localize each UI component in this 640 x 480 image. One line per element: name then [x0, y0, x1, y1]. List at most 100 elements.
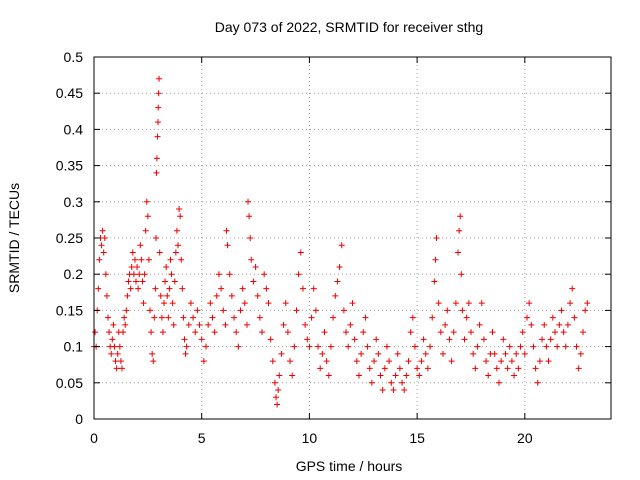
data-point [429, 314, 436, 321]
data-point [223, 227, 230, 234]
data-point [500, 336, 507, 343]
data-point [379, 387, 386, 394]
data-point [295, 271, 302, 278]
data-point [265, 300, 272, 307]
data-point [343, 329, 350, 336]
data-point [155, 104, 162, 111]
data-point [102, 271, 109, 278]
data-point [489, 329, 496, 336]
data-point [579, 329, 586, 336]
data-point [218, 285, 225, 292]
data-point [235, 343, 242, 350]
data-point [411, 343, 418, 350]
data-point [463, 314, 470, 321]
data-point [119, 365, 126, 372]
data-point [151, 314, 158, 321]
data-point [99, 227, 106, 234]
data-point [192, 329, 199, 336]
data-point [100, 249, 107, 256]
data-point [117, 358, 124, 365]
data-point [215, 271, 222, 278]
data-point [187, 300, 194, 307]
data-point [388, 379, 395, 386]
data-point [123, 307, 130, 314]
y-tick-label: 0.5 [64, 49, 84, 65]
data-point [145, 256, 152, 263]
data-point [173, 227, 180, 234]
data-point [116, 343, 123, 350]
data-point [275, 387, 282, 394]
data-point [427, 343, 434, 350]
data-point [243, 321, 250, 328]
plot-frame [93, 56, 612, 420]
data-point [334, 278, 341, 285]
data-point [575, 365, 582, 372]
data-point [143, 198, 150, 205]
data-point [154, 119, 161, 126]
data-point [569, 285, 576, 292]
data-point [577, 350, 584, 357]
data-point [362, 314, 369, 321]
data-point [96, 256, 103, 263]
data-point [450, 329, 457, 336]
axes: 0 0.05 0.1 0.15 0.2 0.25 0.3 0.35 0.4 0.45 0.5 0 5 10… [56, 49, 611, 446]
data-point [530, 343, 537, 350]
data-point [209, 314, 216, 321]
data-point [101, 235, 108, 241]
data-point [351, 336, 358, 343]
data-point [536, 358, 543, 365]
data-point [459, 307, 466, 314]
data-point [109, 336, 116, 343]
data-point [130, 271, 137, 278]
data-point [401, 387, 408, 394]
data-point [347, 321, 354, 328]
x-tick-label: 15 [409, 430, 425, 446]
data-point [129, 249, 136, 256]
data-point [562, 343, 569, 350]
data-point [247, 235, 254, 241]
data-point [317, 365, 324, 372]
data-point [556, 321, 563, 328]
data-point [138, 256, 145, 263]
data-point [386, 358, 393, 365]
y-tick-label: 0.35 [56, 158, 83, 174]
data-point [573, 343, 580, 350]
data-point [394, 350, 401, 357]
data-point [584, 300, 591, 307]
data-point [549, 314, 556, 321]
data-point [523, 314, 530, 321]
data-point [564, 321, 571, 328]
data-point [478, 300, 485, 307]
data-point [545, 358, 552, 365]
data-point [154, 133, 161, 140]
data-point [297, 249, 304, 256]
data-point [267, 336, 274, 343]
data-point [92, 329, 99, 336]
data-point [269, 358, 276, 365]
data-point [228, 292, 235, 299]
data-point [263, 285, 270, 292]
data-point [448, 358, 455, 365]
data-point [375, 350, 382, 357]
data-point [405, 358, 412, 365]
x-tick-label: 5 [198, 430, 206, 446]
data-point [153, 169, 160, 176]
data-point [534, 379, 541, 386]
data-point [139, 278, 146, 285]
data-point [551, 329, 558, 336]
data-point [567, 300, 574, 307]
data-point [211, 329, 218, 336]
data-point [166, 285, 173, 292]
data-point [162, 278, 169, 285]
data-point [169, 300, 176, 307]
data-point [165, 314, 172, 321]
data-point [259, 329, 266, 336]
data-point [222, 321, 229, 328]
data-point [182, 350, 189, 357]
data-point [495, 379, 502, 386]
data-point [181, 336, 188, 343]
data-point [121, 314, 128, 321]
data-point [203, 343, 210, 350]
data-point [383, 343, 390, 350]
data-point [541, 321, 548, 328]
